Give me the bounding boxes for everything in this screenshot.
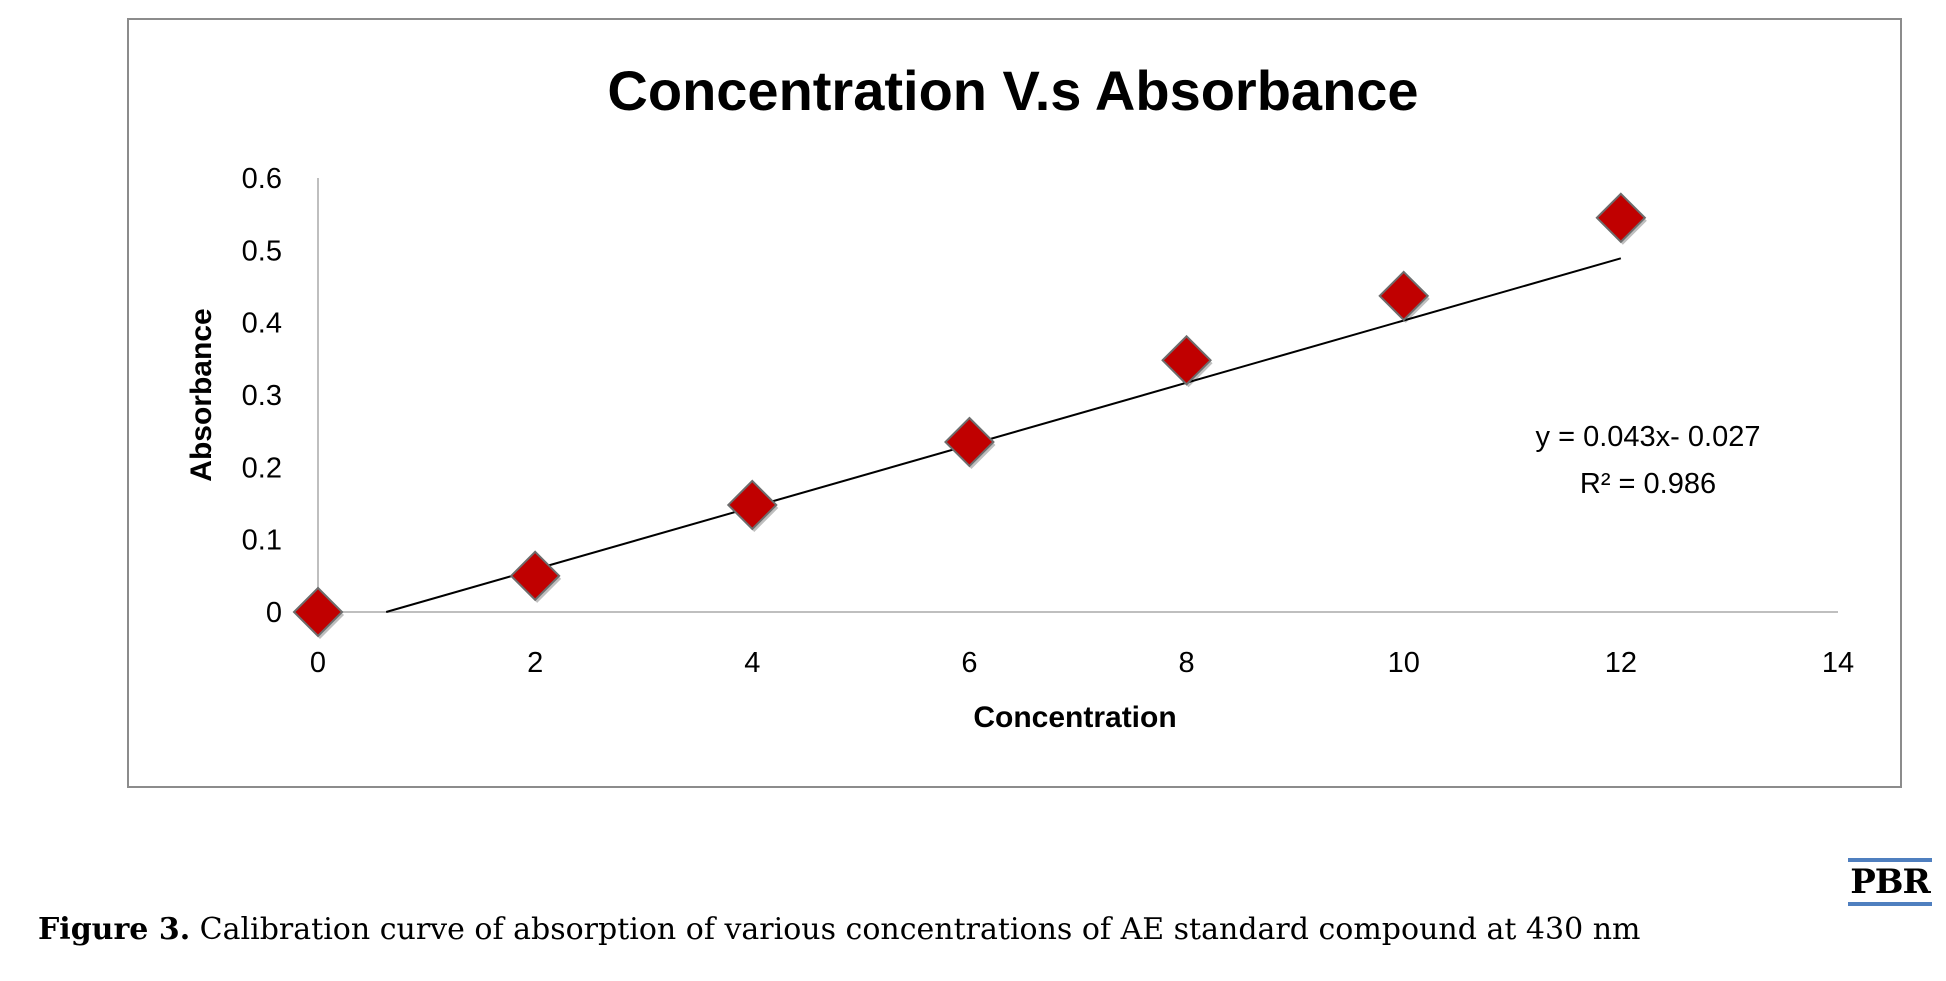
trendline-r-squared: R² = 0.986 [1580, 468, 1716, 500]
y-tick-label: 0.3 [242, 380, 282, 412]
y-tick-label: 0.4 [242, 308, 282, 340]
chart-title: Concentration V.s Absorbance [607, 59, 1418, 122]
logo-bottom-bar [1848, 902, 1932, 906]
data-point [1595, 192, 1647, 244]
x-tick-label: 0 [310, 647, 326, 679]
x-tick-label: 8 [1179, 647, 1195, 679]
data-point [1161, 334, 1212, 386]
trendline-equation: y = 0.043x- 0.027 [1536, 421, 1761, 453]
chart-frame [127, 18, 1902, 788]
y-axis-label: Absorbance [185, 308, 218, 481]
y-tick-label: 0.1 [242, 525, 282, 557]
data-point [1378, 270, 1430, 322]
data-point [509, 550, 561, 602]
y-tick-label: 0 [266, 597, 282, 629]
x-tick-label: 4 [744, 647, 760, 679]
logo-text: PBR [1850, 862, 1931, 902]
x-tick-label: 14 [1822, 647, 1854, 679]
y-tick-label: 0.2 [242, 452, 282, 484]
x-axis-label: Concentration [973, 701, 1176, 734]
data-point [726, 479, 778, 531]
caption-label: Figure 3. [38, 912, 191, 947]
pbr-logo: PBR [1848, 858, 1932, 908]
x-tick-label: 12 [1605, 647, 1637, 679]
trendline [385, 257, 1622, 613]
x-tick-label: 6 [961, 647, 977, 679]
data-point [944, 416, 995, 468]
x-tick-label: 10 [1388, 647, 1420, 679]
data-point [292, 586, 344, 638]
figure-caption: Figure 3. Calibration curve of absorptio… [38, 912, 1641, 947]
logo-top-bar [1848, 858, 1932, 862]
x-tick-label: 2 [527, 647, 543, 679]
caption-text: Calibration curve of absorption of vario… [190, 912, 1641, 947]
y-tick-label: 0.6 [242, 163, 282, 195]
y-tick-label: 0.5 [242, 235, 282, 267]
